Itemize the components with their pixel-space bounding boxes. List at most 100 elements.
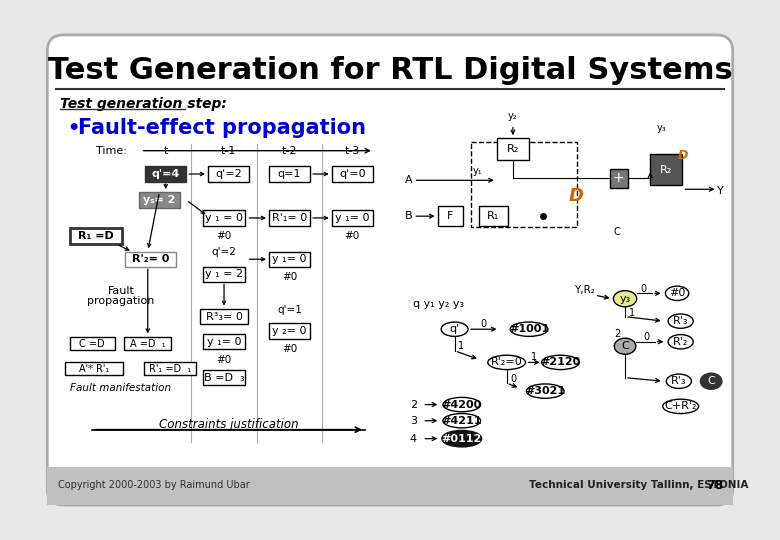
FancyBboxPatch shape (269, 252, 310, 267)
Text: +: + (613, 172, 625, 186)
Ellipse shape (666, 374, 691, 388)
Text: 0: 0 (644, 332, 650, 342)
Text: #0: #0 (282, 272, 297, 282)
Text: D: D (568, 187, 583, 205)
Text: 2: 2 (410, 400, 417, 409)
Text: C+R'₂: C+R'₂ (665, 401, 697, 411)
Ellipse shape (665, 286, 689, 300)
Text: #0: #0 (669, 288, 686, 298)
Text: R'₂=0: R'₂=0 (491, 357, 523, 367)
Text: q'=0: q'=0 (339, 169, 366, 179)
Text: y ₁ = 2: y ₁ = 2 (205, 269, 243, 280)
Text: #0: #0 (282, 344, 297, 354)
Text: q'=4: q'=4 (151, 169, 180, 179)
Text: t-1: t-1 (221, 146, 236, 156)
Text: Y: Y (717, 186, 724, 196)
Text: R₁: R₁ (487, 211, 499, 221)
Ellipse shape (668, 314, 693, 328)
Text: Fault-effect propagation: Fault-effect propagation (78, 118, 366, 138)
Text: R³₃= 0: R³₃= 0 (206, 312, 243, 322)
FancyBboxPatch shape (269, 323, 310, 339)
Text: R₂: R₂ (507, 144, 519, 154)
Text: y₃: y₃ (657, 123, 667, 133)
FancyBboxPatch shape (139, 192, 180, 208)
Text: y ₂= 0: y ₂= 0 (272, 326, 307, 336)
Text: y₃: y₃ (619, 294, 631, 303)
FancyBboxPatch shape (69, 228, 122, 244)
Text: 1: 1 (629, 308, 635, 318)
Text: y₂: y₂ (508, 111, 518, 121)
Text: q': q' (449, 324, 459, 334)
FancyBboxPatch shape (651, 154, 682, 185)
Text: R'₂= 0: R'₂= 0 (132, 254, 169, 264)
Text: q'=2: q'=2 (211, 247, 236, 257)
FancyBboxPatch shape (204, 370, 245, 385)
Text: y ₁= 0: y ₁= 0 (335, 213, 370, 223)
Text: F: F (447, 211, 453, 221)
FancyBboxPatch shape (48, 467, 732, 505)
Text: Fault: Fault (108, 286, 134, 295)
Ellipse shape (663, 399, 699, 414)
FancyBboxPatch shape (332, 166, 373, 181)
Text: t: t (164, 146, 168, 156)
Ellipse shape (700, 373, 722, 389)
Text: Y,R₂: Y,R₂ (574, 285, 595, 295)
Ellipse shape (613, 291, 636, 307)
Ellipse shape (443, 397, 480, 411)
Text: propagation: propagation (87, 296, 154, 306)
Text: 1: 1 (530, 352, 537, 362)
Text: q y₁ y₂ y₃: q y₁ y₂ y₃ (413, 299, 464, 309)
Text: 0: 0 (480, 319, 487, 329)
Text: 78: 78 (706, 479, 723, 492)
Text: 3: 3 (410, 416, 417, 426)
Text: q'=1: q'=1 (277, 306, 302, 315)
Ellipse shape (443, 431, 480, 446)
Text: y ₁= 0: y ₁= 0 (272, 254, 307, 264)
Text: B: B (405, 211, 413, 221)
Text: Constraints justification: Constraints justification (158, 418, 298, 431)
Text: B =D  ₃: B =D ₃ (204, 373, 244, 383)
Ellipse shape (488, 355, 526, 369)
FancyBboxPatch shape (144, 362, 197, 375)
Text: 0: 0 (510, 374, 516, 383)
Text: #4200: #4200 (441, 400, 482, 409)
Text: Technical University Tallinn, ESTONIA: Technical University Tallinn, ESTONIA (529, 480, 749, 490)
FancyBboxPatch shape (126, 252, 176, 267)
Text: #0: #0 (216, 231, 232, 241)
FancyBboxPatch shape (145, 166, 186, 181)
Text: A'* R'₁: A'* R'₁ (79, 363, 109, 374)
Text: R₁ =D: R₁ =D (78, 231, 114, 241)
FancyBboxPatch shape (204, 334, 245, 349)
Text: 1: 1 (458, 341, 464, 351)
Ellipse shape (615, 338, 636, 354)
FancyBboxPatch shape (125, 337, 171, 350)
Text: #0: #0 (345, 231, 360, 241)
Text: R'₁= 0: R'₁= 0 (272, 213, 307, 223)
Ellipse shape (526, 384, 564, 399)
Text: Copyright 2000-2003 by Raimund Ubar: Copyright 2000-2003 by Raimund Ubar (58, 480, 250, 490)
FancyBboxPatch shape (479, 206, 508, 226)
Text: D: D (678, 148, 689, 161)
Text: C: C (621, 341, 629, 351)
Text: #1001: #1001 (509, 324, 549, 334)
Text: A: A (405, 176, 413, 185)
FancyBboxPatch shape (66, 362, 122, 375)
Text: q'=2: q'=2 (215, 169, 242, 179)
FancyBboxPatch shape (269, 166, 310, 181)
Text: R'₃: R'₃ (671, 376, 686, 386)
Text: R'₂: R'₂ (673, 337, 689, 347)
FancyBboxPatch shape (69, 337, 115, 350)
Text: R'₃: R'₃ (673, 316, 689, 326)
Text: y₁: y₁ (472, 166, 482, 177)
Text: yₛ= 2: yₛ= 2 (144, 195, 176, 205)
Text: C =D: C =D (80, 339, 105, 348)
Text: t-3: t-3 (345, 146, 360, 156)
Text: R'₁ =D  ₁: R'₁ =D ₁ (149, 363, 191, 374)
Text: q=1: q=1 (278, 169, 301, 179)
Text: y ₁ = 0: y ₁ = 0 (205, 213, 243, 223)
Text: Test generation step:: Test generation step: (60, 97, 227, 111)
Text: 2: 2 (614, 329, 620, 339)
FancyBboxPatch shape (497, 138, 529, 160)
Text: C: C (614, 227, 620, 237)
Ellipse shape (668, 335, 693, 349)
